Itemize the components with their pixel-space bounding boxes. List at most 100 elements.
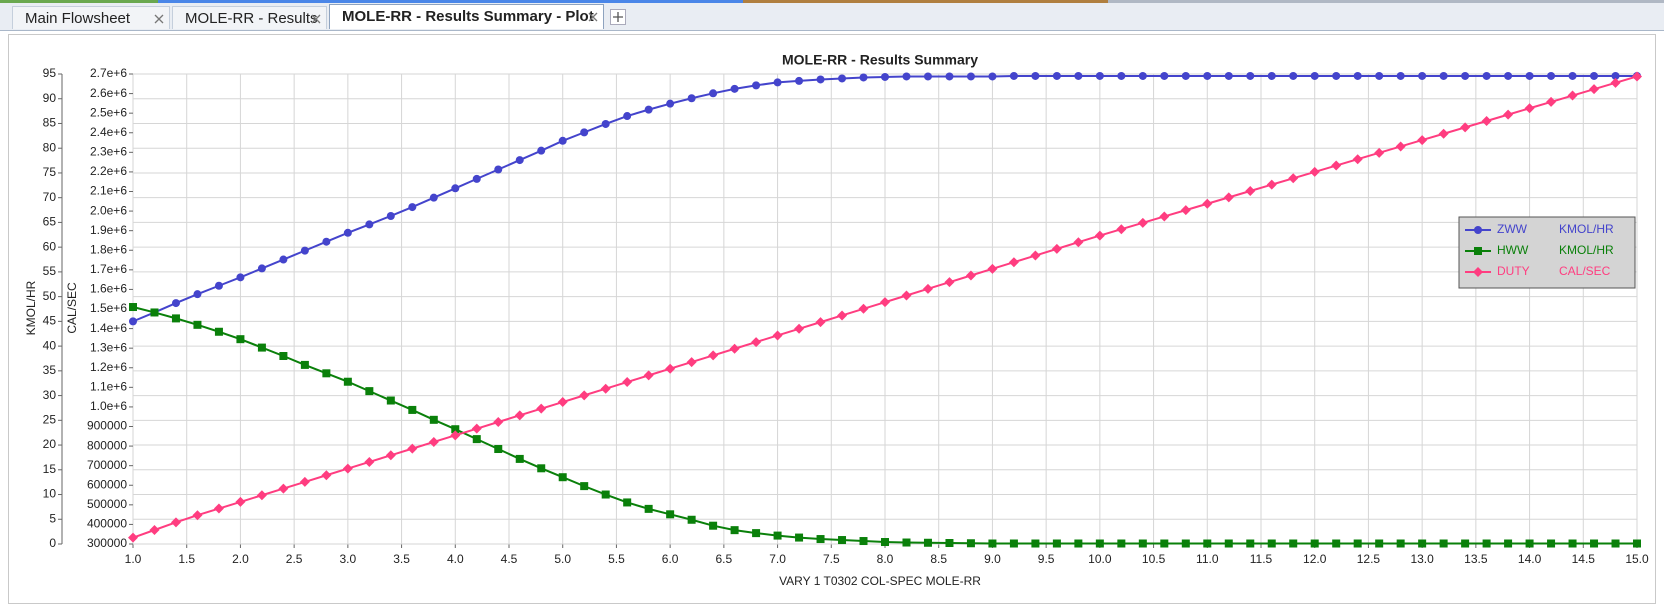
chart-title: MOLE-RR - Results Summary — [782, 52, 978, 68]
point — [150, 308, 159, 317]
y2-tick-label: 500000 — [87, 497, 127, 511]
point — [795, 533, 804, 542]
point — [1395, 141, 1406, 152]
legend-swatch — [1473, 267, 1483, 277]
new-tab-button[interactable] — [610, 9, 626, 25]
point — [1418, 71, 1427, 80]
x-tick-label: 6.5 — [716, 552, 733, 566]
x-tick-label: 2.5 — [286, 552, 303, 566]
point — [1610, 77, 1621, 88]
point — [730, 526, 739, 535]
y-tick-label: 65 — [43, 215, 57, 229]
y2-tick-label: 300000 — [87, 536, 127, 550]
point — [687, 94, 696, 103]
point — [1137, 217, 1148, 228]
point — [965, 270, 976, 281]
point — [193, 290, 202, 299]
y-tick-label: 30 — [43, 388, 57, 402]
legend-unit: KMOL/HR — [1559, 243, 1614, 257]
point — [257, 264, 266, 273]
tab-label: Main Flowsheet — [25, 10, 131, 27]
point — [450, 430, 461, 441]
point — [429, 193, 438, 202]
x-tick-label: 1.5 — [178, 552, 195, 566]
y-axis-label: KMOL/HR — [24, 280, 38, 335]
tab[interactable]: MOLE-RR - Results Summary - Plot — [329, 4, 604, 29]
point — [773, 78, 782, 87]
close-icon[interactable] — [154, 14, 164, 24]
point — [752, 529, 761, 538]
point — [1482, 71, 1491, 80]
point — [838, 536, 847, 545]
point — [279, 255, 288, 264]
point — [1289, 539, 1298, 548]
point — [1546, 96, 1557, 107]
close-icon[interactable] — [588, 12, 598, 22]
y2-tick-label: 600000 — [87, 477, 127, 491]
point — [1159, 211, 1170, 222]
point — [1525, 71, 1534, 80]
point — [1008, 257, 1019, 268]
y-tick-label: 60 — [43, 239, 57, 253]
point — [514, 410, 525, 421]
point — [129, 303, 137, 312]
y2-tick-label: 400000 — [87, 517, 127, 531]
point — [966, 539, 975, 548]
point — [1266, 179, 1277, 190]
point — [537, 146, 546, 155]
point — [1031, 71, 1040, 80]
point — [536, 403, 547, 414]
point — [1439, 539, 1448, 548]
x-tick-label: 13.5 — [1464, 552, 1488, 566]
point — [665, 363, 676, 374]
close-icon[interactable] — [311, 14, 321, 24]
point — [988, 539, 997, 548]
point — [1073, 237, 1084, 248]
y-tick-label: 70 — [43, 190, 57, 204]
y2-tick-label: 1.0e+6 — [90, 399, 127, 413]
y-tick-label: 35 — [43, 363, 57, 377]
legend-box — [1458, 216, 1636, 289]
point — [1332, 539, 1341, 548]
x-tick-label: 5.5 — [608, 552, 625, 566]
y-tick-label: 5 — [49, 511, 56, 525]
point — [214, 327, 223, 336]
point — [1181, 71, 1190, 80]
point — [1203, 539, 1212, 548]
point — [494, 165, 503, 174]
y2-tick-label: 2.3e+6 — [90, 145, 127, 159]
x-tick-label: 5.0 — [554, 552, 571, 566]
point — [623, 498, 632, 507]
point — [580, 482, 589, 491]
point — [945, 72, 954, 81]
y2-axis-label: CAL/SEC — [65, 282, 79, 334]
point — [558, 473, 567, 482]
y-tick-label: 45 — [43, 314, 57, 328]
point — [1417, 135, 1428, 146]
point — [1547, 539, 1556, 548]
point — [1375, 71, 1384, 80]
point — [1289, 71, 1298, 80]
stripe-segment — [0, 0, 158, 3]
point — [859, 73, 868, 82]
point — [1224, 539, 1233, 548]
point — [1203, 71, 1212, 80]
point — [643, 370, 654, 381]
tab[interactable]: MOLE-RR - Results — [172, 6, 327, 29]
y2-tick-label: 1.2e+6 — [90, 360, 127, 374]
point — [386, 211, 395, 220]
point — [751, 337, 762, 348]
point — [1224, 71, 1233, 80]
point — [128, 532, 138, 543]
point — [257, 343, 266, 352]
y2-tick-label: 2.6e+6 — [90, 86, 127, 100]
point — [1611, 539, 1620, 548]
point — [1567, 90, 1578, 101]
x-tick-label: 10.5 — [1142, 552, 1166, 566]
point — [579, 390, 590, 401]
point — [1396, 539, 1405, 548]
tab[interactable]: Main Flowsheet — [12, 6, 170, 29]
legend-unit: KMOL/HR — [1559, 222, 1614, 236]
y2-tick-label: 2.5e+6 — [90, 105, 127, 119]
